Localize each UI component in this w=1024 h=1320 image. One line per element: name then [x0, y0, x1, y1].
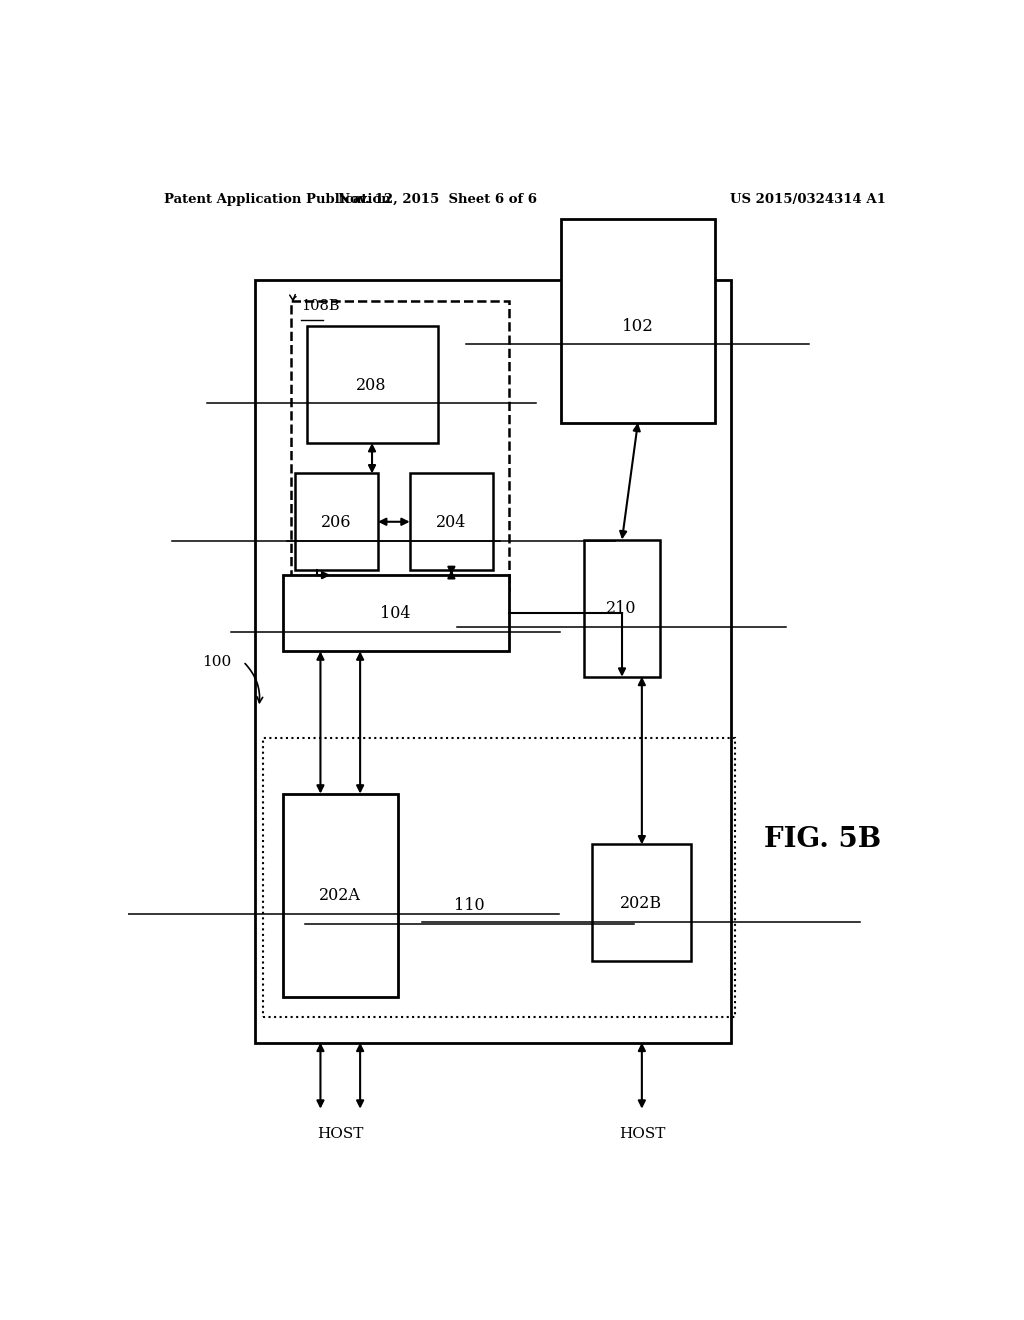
- Text: 100: 100: [202, 655, 231, 668]
- Text: US 2015/0324314 A1: US 2015/0324314 A1: [730, 193, 886, 206]
- Text: 204: 204: [436, 513, 466, 531]
- Bar: [263, 738, 735, 1018]
- Text: FIG. 5B: FIG. 5B: [764, 826, 881, 853]
- Text: Patent Application Publication: Patent Application Publication: [164, 193, 390, 206]
- Text: 108B: 108B: [301, 298, 340, 313]
- Bar: [255, 280, 731, 1043]
- Bar: [585, 540, 659, 677]
- Bar: [283, 793, 397, 997]
- Text: 202A: 202A: [318, 887, 360, 904]
- Bar: [283, 576, 509, 651]
- Bar: [410, 474, 494, 570]
- Text: 206: 206: [321, 513, 351, 531]
- Text: 210: 210: [606, 601, 637, 618]
- Text: HOST: HOST: [317, 1127, 364, 1140]
- Text: 202B: 202B: [621, 895, 663, 912]
- Bar: [295, 474, 378, 570]
- Bar: [291, 301, 509, 590]
- Text: 208: 208: [356, 376, 387, 393]
- Bar: [306, 326, 437, 444]
- Bar: [560, 219, 715, 422]
- Text: HOST: HOST: [618, 1127, 665, 1140]
- Text: 104: 104: [380, 606, 411, 622]
- Text: 110: 110: [454, 898, 484, 913]
- Text: 102: 102: [622, 318, 653, 334]
- Bar: [592, 845, 691, 961]
- Text: Nov. 12, 2015  Sheet 6 of 6: Nov. 12, 2015 Sheet 6 of 6: [338, 193, 537, 206]
